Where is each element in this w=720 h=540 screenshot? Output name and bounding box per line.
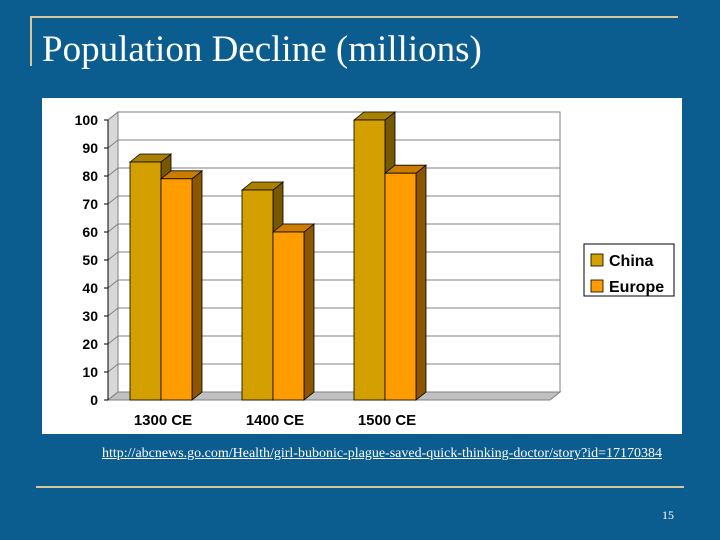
y-tick-label: 10 [82,364,98,380]
y-tick-label: 100 [75,112,99,128]
population-bar-chart: 0 10 20 30 40 50 60 70 80 90 100 1300 CE 1400 CE 1500… [75,110,675,429]
bar-china-1500-ce [353,119,386,401]
bar-europe-1500-ce-side [415,164,427,401]
chart-panel: 0 10 20 30 40 50 60 70 80 90 100 1300 CE 1400 CE 1500… [42,98,682,434]
y-tick-label: 80 [82,168,98,184]
y-tick-label: 90 [82,140,98,156]
gridline [107,111,560,121]
slide-title: Population Decline (millions) [42,29,482,70]
title-rule-top [30,16,678,18]
x-tick-label: 1500 CE [358,412,416,429]
x-tick-label: 1400 CE [246,412,304,429]
legend-swatch-china [590,253,604,267]
gridline [107,139,560,149]
legend-label-china: China [609,253,654,270]
y-tick-label: 70 [82,196,98,212]
x-tick-label: 1300 CE [134,412,192,429]
source-link[interactable]: http://abcnews.go.com/Health/girl-buboni… [102,446,662,461]
page-number: 15 [662,508,674,522]
title-rule-left [30,16,32,66]
y-tick-label: 30 [82,308,98,324]
bar-europe-1400-ce-side [303,223,315,401]
bar-europe-1300-ce-side [191,169,203,401]
bottom-rule [36,486,684,488]
bar-europe-1400-ce [272,231,305,401]
bar-china-1300-ce [129,161,162,401]
legend-swatch-europe [590,279,604,293]
y-tick-label: 50 [82,252,98,268]
y-tick-label: 40 [82,280,98,296]
bar-china-1400-ce [241,189,274,401]
bar-europe-1300-ce [160,178,193,401]
legend-label-europe: Europe [609,279,664,296]
y-tick-label: 0 [90,392,98,408]
bar-europe-1500-ce [384,172,417,401]
y-tick-label: 20 [82,336,98,352]
y-tick-label: 60 [82,224,98,240]
